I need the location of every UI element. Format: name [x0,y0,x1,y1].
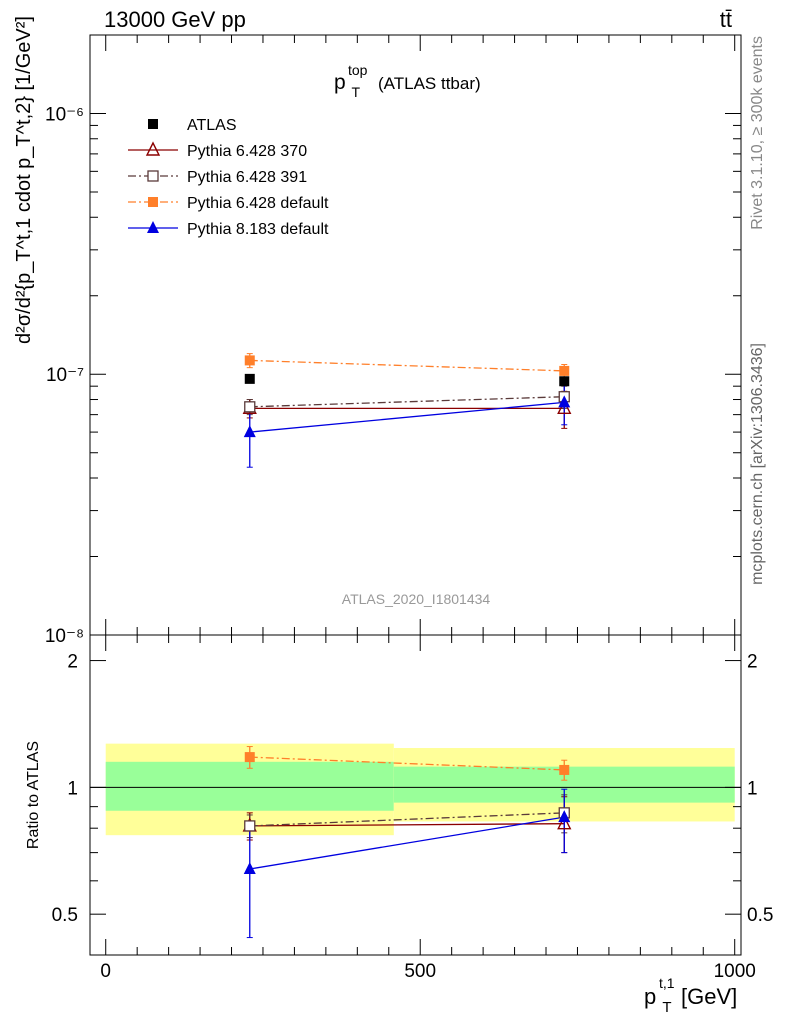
ratio-series-line [249,756,565,771]
mcplots-label: mcplots.cern.ch [arXiv:1306.3436] [749,343,766,585]
ratio-y-tick-label-left: 0.5 [52,905,78,926]
ratio-data-point [244,752,255,763]
ratio-data-point [244,820,256,832]
x-tick-label: 500 [404,961,436,982]
data-point [559,376,570,387]
rivet-label: Rivet 3.1.10, ≥ 300k events [749,36,766,230]
data-point [243,425,256,438]
plot-title: p T top (ATLAS ttbar) [334,57,481,102]
data-point [559,365,570,376]
ratio-data-point [558,810,571,823]
plot-title-sub: T [352,84,361,100]
main-y-axis-label: d²σ/d²{p_T^t,1 cdot p_T^t,2} [1/GeV²] [13,16,35,344]
ratio-y-tick-label-right: 1 [747,778,758,799]
legend-label: Pythia 8.183 default [187,221,329,238]
series-line [249,359,565,372]
plot-title-sup: top [348,62,368,78]
ratio-panel: 0.5 0.5 1 1 2 2 0 500 1000 Ratio to ATLAS p T t,… [25,634,773,1017]
ratio-series-markers [242,752,572,875]
ratio-y-tick-label-right: 0.5 [747,905,773,926]
main-series-lines [246,353,568,468]
y-tick-label: 10⁻⁷ [46,365,84,386]
energy-label: 13000 GeV pp [104,7,246,32]
x-axis-label: p T t,1 [GeV] [644,968,737,1017]
data-point [558,395,571,408]
y-tick-label: 10⁻⁶ [45,104,84,125]
data-point [244,401,256,413]
ratio-data-point [559,764,570,775]
plot-title-rest: (ATLAS ttbar) [378,74,481,93]
ratio-uncertainty-bands [105,743,735,836]
ratio-y-axis-label: Ratio to ATLAS [25,741,42,849]
ratio-series-line [249,816,565,870]
x-axis-label-main: p [644,984,656,1009]
legend-label: Pythia 6.428 370 [187,143,307,160]
main-axis-ticks: 10⁻⁸ 10⁻⁷ 10⁻⁶ [45,34,741,647]
legend-marker [147,170,159,182]
data-point [244,373,255,384]
ratio-series-line [249,812,565,827]
ratio-y-tick-label-left: 1 [67,778,78,799]
x-tick-label: 0 [100,961,111,982]
ratio-data-point [243,862,256,875]
legend: ATLAS Pythia 6.428 370 Pythia 6.428 391 Pyt… [128,117,329,238]
legend-marker [145,141,161,156]
green-band [105,761,394,811]
ratio-series-line [249,823,565,827]
legend-marker [148,197,158,207]
ratio-data-point [557,815,572,830]
x-axis-label-sup: t,1 [659,975,675,991]
y-tick-label: 10⁻⁸ [45,626,84,647]
main-panel: 10⁻⁸ 10⁻⁷ 10⁻⁶ p T top (ATLAS ttbar) ATLAS… [13,16,742,647]
x-tick-label: 1000 [714,961,756,982]
ratio-y-tick-label-right: 2 [747,652,758,673]
x-axis-label-rest: [GeV] [681,984,737,1009]
analysis-label: ATLAS_2020_I1801434 [342,591,491,607]
legend-label: Pythia 6.428 default [187,195,329,212]
plot-title-main: p [334,71,346,94]
series-line [249,396,565,408]
ratio-frame [89,634,742,956]
legend-marker [148,119,158,129]
legend-label: ATLAS [187,117,237,134]
ratio-axis-ticks: 0.5 0.5 1 1 2 2 0 500 1000 [52,635,773,982]
main-series-markers [242,355,572,438]
x-axis-label-sub: T [662,999,671,1016]
process-label: tt̄ [720,7,732,32]
ratio-y-tick-label-left: 2 [67,652,78,673]
legend-label: Pythia 6.428 391 [187,169,307,186]
data-point [244,355,255,366]
legend-marker [147,221,159,233]
series-line [249,401,565,433]
